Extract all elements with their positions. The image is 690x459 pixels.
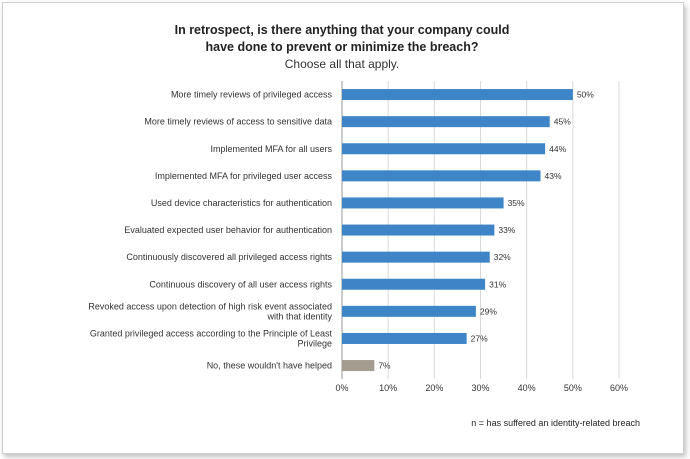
category-label: More timely reviews of privileged access [171, 90, 333, 100]
category-label: with that identity [266, 311, 332, 321]
x-tick-label: 20% [425, 383, 443, 393]
data-label: 27% [471, 333, 488, 343]
data-label: 43% [545, 171, 562, 181]
x-tick-label: 0% [335, 383, 348, 393]
data-label: 33% [498, 225, 515, 235]
category-label: Implemented MFA for all users [210, 144, 332, 154]
x-tick-label: 50% [564, 383, 582, 393]
data-label: 50% [577, 90, 594, 100]
data-label: 35% [508, 198, 525, 208]
bar [342, 170, 541, 182]
data-label: 7% [378, 361, 391, 371]
data-label: 32% [494, 252, 511, 262]
chart-subtitle: Choose all that apply. [284, 57, 400, 71]
category-label: Privilege [297, 338, 332, 348]
bar [342, 89, 573, 101]
data-label: 31% [489, 279, 506, 289]
bar [342, 332, 467, 344]
bar [342, 251, 490, 263]
category-label: Granted privileged access according to t… [90, 328, 333, 338]
category-label: Continuously discovered all privileged a… [126, 252, 332, 262]
data-label: 44% [549, 144, 566, 154]
bar [342, 116, 550, 128]
bar [342, 360, 375, 372]
footnote: n = has suffered an identity-related bre… [471, 418, 640, 428]
x-tick-label: 60% [610, 383, 628, 393]
chart-title: In retrospect, is there anything that yo… [0, 22, 684, 56]
category-label: No, these wouldn't have helped [207, 361, 332, 371]
x-tick-label: 10% [379, 383, 397, 393]
category-label: Used device characteristics for authenti… [151, 198, 332, 208]
category-label: Continuous discovery of all user access … [149, 279, 332, 289]
bar [342, 305, 476, 317]
bar [342, 143, 546, 155]
bar [342, 278, 486, 290]
bar [342, 197, 504, 209]
data-label: 45% [554, 117, 571, 127]
category-label: Implemented MFA for privileged user acce… [155, 171, 333, 181]
category-label: Revoked access upon detection of high ri… [88, 301, 332, 311]
chart-title-line-2: have done to prevent or minimize the bre… [205, 40, 479, 54]
chart-title-line-1: In retrospect, is there anything that yo… [174, 23, 510, 37]
bar [342, 224, 495, 236]
x-tick-label: 40% [518, 383, 536, 393]
data-label: 29% [480, 306, 497, 316]
x-tick-label: 30% [471, 383, 489, 393]
category-label: More timely reviews of access to sensiti… [144, 117, 332, 127]
category-label: Evaluated expected user behavior for aut… [124, 225, 332, 235]
